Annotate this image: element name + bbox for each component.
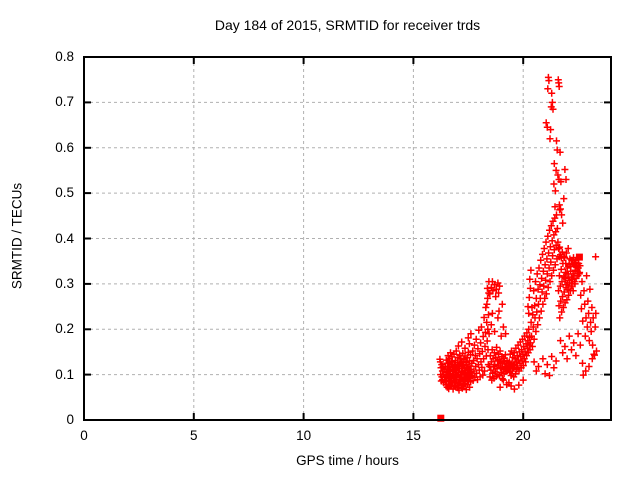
y-tick-label-0.4: 0.4: [55, 230, 74, 246]
y-tick-label-0: 0: [66, 412, 74, 427]
x-tick-label-15: 15: [405, 428, 421, 443]
y-tick-label-0.3: 0.3: [55, 275, 74, 291]
x-tick-label-0: 0: [80, 428, 88, 443]
y-tick-label-0.2: 0.2: [55, 321, 74, 337]
x-axis-label: GPS time / hours: [296, 453, 399, 468]
y-tick-label-0.6: 0.6: [55, 139, 74, 155]
y-tick-label-0.7: 0.7: [55, 94, 74, 110]
chart-title: Day 184 of 2015, SRMTID for receiver trd…: [214, 17, 481, 33]
x-tick-label-20: 20: [515, 428, 531, 443]
square-marker: [575, 253, 583, 261]
y-tick-label-0.8: 0.8: [55, 49, 74, 64]
x-tick-label-10: 10: [296, 428, 312, 443]
y-tick-label-0.1: 0.1: [55, 366, 74, 382]
square-marker: [437, 414, 445, 422]
y-tick-label-0.5: 0.5: [55, 185, 74, 201]
x-tick-label-5: 5: [190, 428, 198, 443]
scatter-points: [436, 73, 600, 394]
